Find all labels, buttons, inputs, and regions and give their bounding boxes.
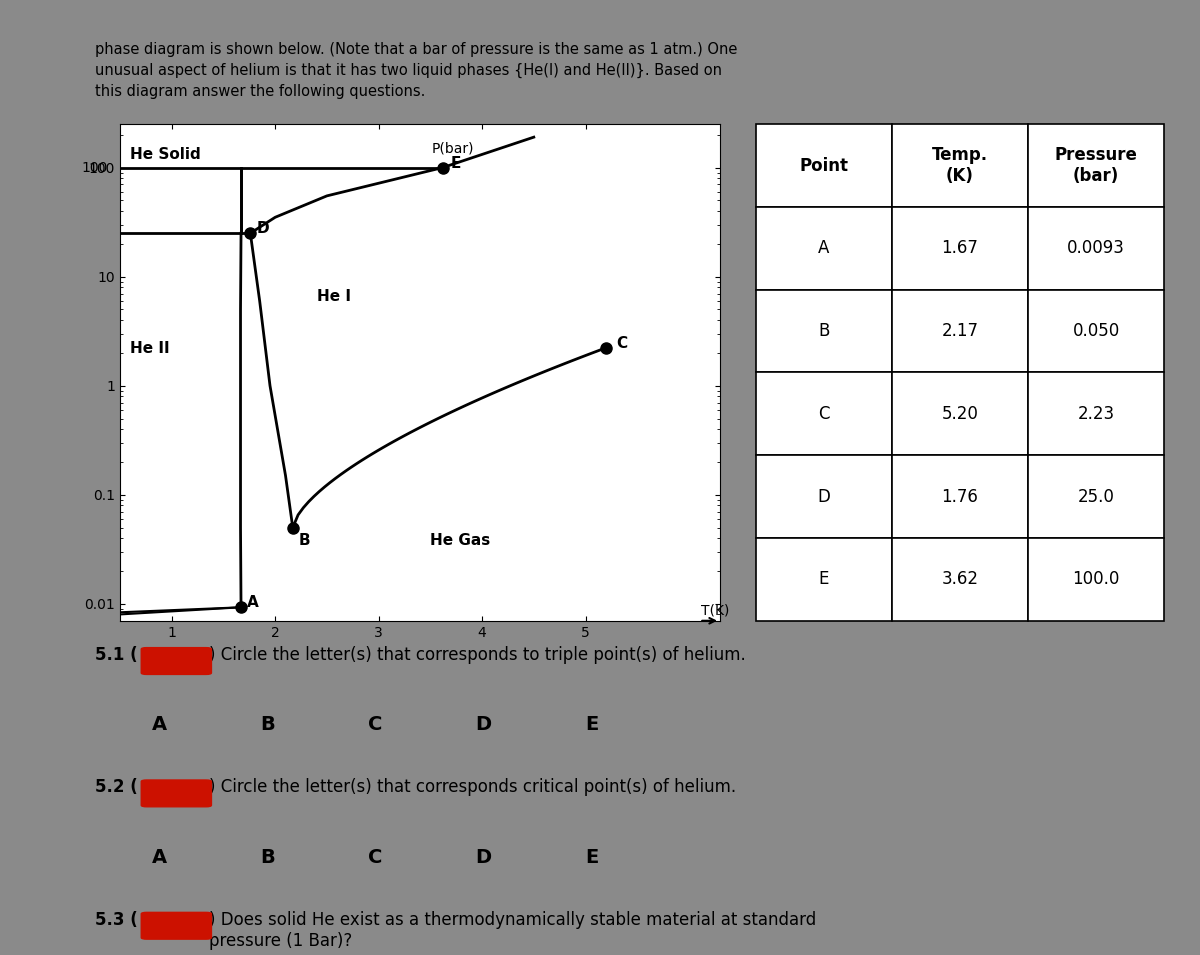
FancyBboxPatch shape [142,912,211,939]
Text: T(K): T(K) [701,604,730,618]
Text: He Gas: He Gas [431,533,491,547]
Text: He I: He I [317,288,350,304]
Text: He Solid: He Solid [131,147,202,162]
Text: A: A [152,715,167,734]
Text: 5.3 (: 5.3 ( [95,911,138,929]
Text: 100: 100 [82,160,108,175]
Text: C: C [368,848,383,867]
Text: D: D [475,848,492,867]
Text: P(bar): P(bar) [432,141,474,156]
Text: B: B [299,533,311,547]
Text: phase diagram is shown below. (Note that a bar of pressure is the same as 1 atm.: phase diagram is shown below. (Note that… [95,42,737,99]
Text: ) Circle the letter(s) that corresponds critical point(s) of helium.: ) Circle the letter(s) that corresponds … [209,778,737,796]
Text: 5.1 (: 5.1 ( [95,646,138,664]
Text: C: C [617,336,628,350]
Text: E: E [451,156,462,171]
Text: D: D [257,222,269,236]
Text: D: D [475,715,492,734]
Text: B: B [260,715,275,734]
Text: C: C [368,715,383,734]
Text: A: A [247,595,259,610]
Text: B: B [260,848,275,867]
FancyBboxPatch shape [142,647,211,674]
Text: ) Does solid He exist as a thermodynamically stable material at standard
pressur: ) Does solid He exist as a thermodynamic… [209,911,816,949]
Text: E: E [584,848,599,867]
Text: E: E [584,715,599,734]
Text: He II: He II [131,341,170,356]
FancyBboxPatch shape [142,780,211,807]
Text: A: A [152,848,167,867]
Text: 5.2 (: 5.2 ( [95,778,138,796]
Text: ) Circle the letter(s) that corresponds to triple point(s) of helium.: ) Circle the letter(s) that corresponds … [209,646,746,664]
